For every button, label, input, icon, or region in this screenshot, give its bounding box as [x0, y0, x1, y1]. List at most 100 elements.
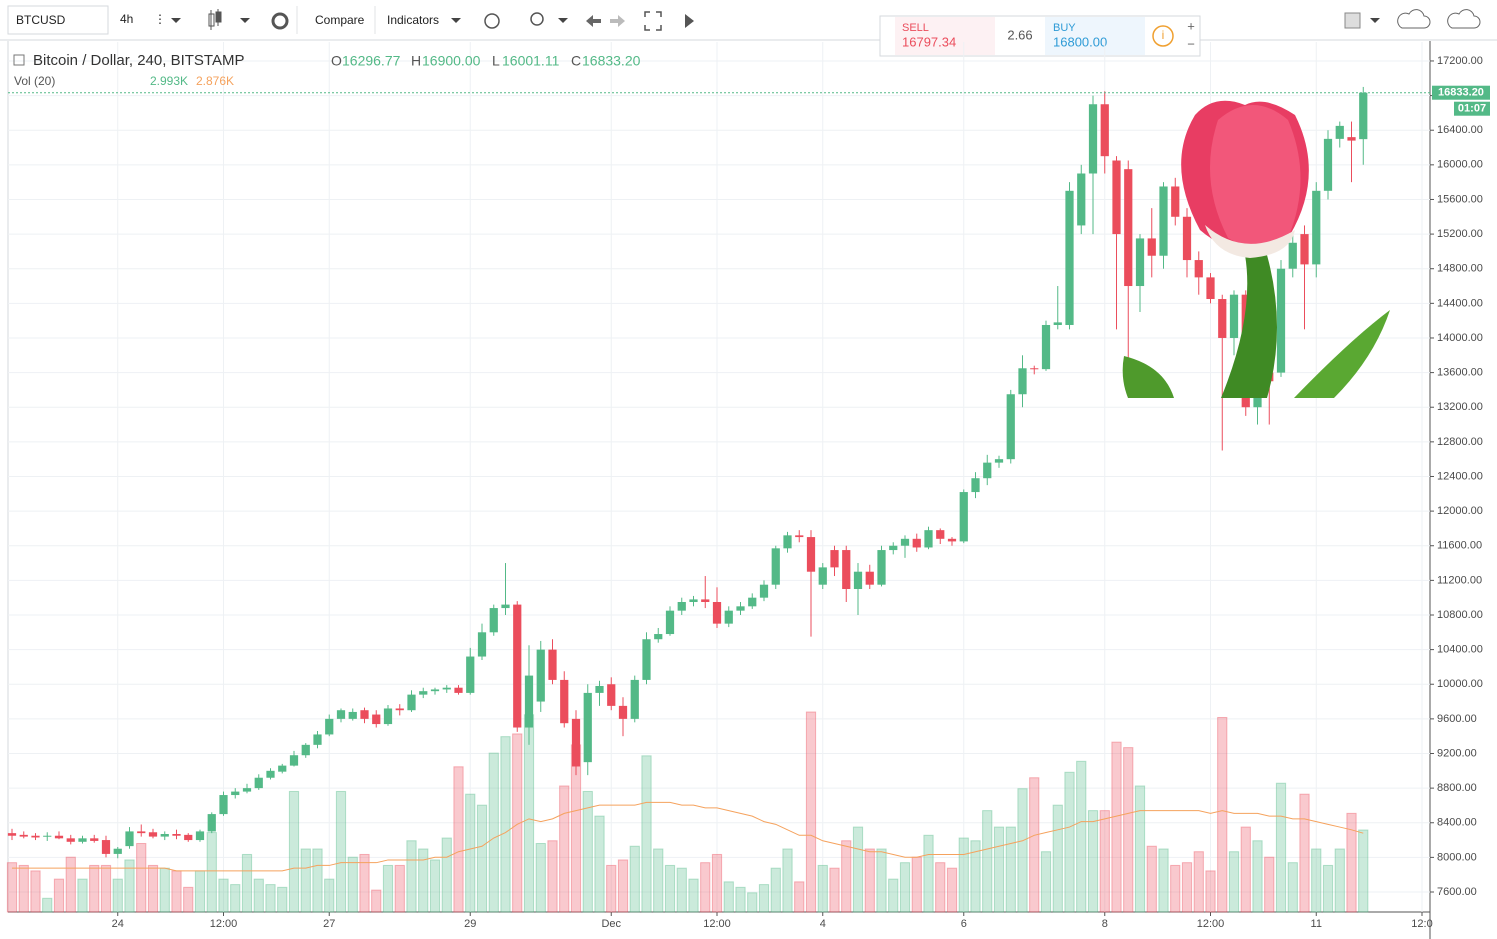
candle-body	[665, 610, 675, 635]
interval[interactable]: 4h	[120, 12, 133, 26]
candle-body	[1088, 104, 1098, 174]
minus[interactable]: −	[1187, 36, 1195, 51]
dropdown[interactable]	[240, 18, 250, 23]
volume-bar	[1334, 848, 1345, 913]
candle-body	[912, 538, 921, 548]
y-tick-label: 9200.00	[1437, 747, 1477, 759]
candle-body	[278, 765, 287, 772]
candle-body	[1112, 160, 1121, 235]
info-icon[interactable]	[1152, 25, 1174, 47]
volume-bar	[982, 810, 993, 913]
chart-style-icon[interactable]	[208, 9, 222, 30]
sell-price[interactable]: 16797.34	[902, 34, 956, 49]
buy-price[interactable]: 16800.00	[1053, 34, 1107, 49]
x-tick-label: 12:00	[210, 918, 238, 930]
menu-dots[interactable]: ⋮	[154, 12, 166, 26]
candle-body	[712, 602, 722, 624]
volume-bar	[1134, 785, 1146, 913]
indicators[interactable]: Indicators	[387, 13, 439, 27]
volume-bar	[136, 843, 147, 913]
x-tick-label: 24	[112, 918, 124, 930]
candle-body	[771, 548, 780, 585]
cloud-save[interactable]	[1447, 9, 1481, 29]
redo[interactable]	[610, 15, 625, 27]
buy-label[interactable]: BUY	[1053, 22, 1076, 34]
candle-body	[113, 848, 122, 854]
info-glyph[interactable]: i	[1162, 28, 1165, 42]
volume-bar	[641, 755, 652, 913]
volume-bar	[441, 837, 452, 913]
candle-body	[1018, 368, 1027, 395]
volume-bar	[1181, 862, 1193, 913]
candle-body	[383, 708, 393, 725]
candle-body	[701, 599, 710, 603]
y-tick-label: 10400.00	[1437, 644, 1483, 656]
candle-body	[1335, 125, 1344, 139]
dropdown[interactable]	[558, 18, 568, 23]
volume-bar	[512, 733, 523, 913]
volume-bar	[629, 845, 640, 913]
dropdown[interactable]	[171, 18, 181, 23]
candle-body	[959, 492, 968, 542]
candle-body	[195, 831, 205, 841]
candle-body	[654, 634, 663, 640]
volume-bar	[371, 889, 382, 913]
candle-body	[1147, 238, 1156, 256]
y-tick-label: 17200.00	[1437, 55, 1483, 67]
candle-body	[1194, 260, 1203, 278]
volume-bar	[1240, 826, 1251, 913]
candle-body	[842, 550, 851, 590]
candle-body	[560, 679, 569, 724]
replay[interactable]	[685, 14, 694, 28]
ohlc-value: 16900.00	[422, 53, 481, 69]
volume-bar	[735, 886, 746, 913]
candle-body	[630, 679, 639, 719]
plus[interactable]: +	[1187, 18, 1195, 33]
collapse-icon[interactable]	[13, 54, 25, 66]
y-tick-label: 12800.00	[1437, 436, 1483, 448]
candle-body	[924, 530, 933, 548]
volume-bar	[18, 864, 29, 913]
ohlc-value: 16296.77	[342, 53, 401, 69]
cloud-load[interactable]	[1397, 9, 1431, 29]
dropdown[interactable]	[1370, 18, 1380, 23]
sell-box[interactable]	[895, 17, 995, 55]
candle-body	[125, 831, 134, 847]
symbol-box[interactable]	[7, 5, 109, 35]
candle-body	[1300, 234, 1309, 265]
compare[interactable]: Compare	[315, 13, 365, 27]
y-tick-label: 14800.00	[1437, 263, 1483, 275]
candle-body	[477, 632, 487, 657]
volume-bar	[700, 862, 711, 913]
volume-bar	[1311, 848, 1322, 913]
dropdown[interactable]	[451, 18, 461, 23]
candle-body	[360, 710, 369, 719]
settings-icon[interactable]	[271, 12, 289, 30]
candle-body	[442, 687, 451, 690]
undo[interactable]	[586, 15, 601, 27]
candle-body	[231, 791, 240, 796]
volume-ma-line	[11, 801, 1364, 872]
alert-icon[interactable]	[484, 13, 500, 29]
candle-body	[548, 649, 557, 680]
candle-body	[724, 610, 733, 624]
y-tick-label: 8800.00	[1437, 782, 1477, 794]
y-tick-label: 14400.00	[1437, 297, 1483, 309]
candle-body	[1265, 372, 1274, 382]
symbol[interactable]: BTCUSD	[16, 13, 66, 27]
volume-bar	[147, 864, 159, 913]
volume-bar	[711, 853, 723, 913]
candle-body	[783, 535, 792, 549]
buy-box[interactable]	[1045, 17, 1145, 55]
candle-body	[971, 478, 980, 493]
sell-label[interactable]: SELL	[902, 22, 929, 34]
volume-bar	[324, 878, 335, 913]
volume-bar	[876, 848, 887, 913]
layout-icon[interactable]	[1344, 12, 1361, 29]
volume-bar	[970, 840, 981, 913]
candle-body	[1100, 104, 1109, 157]
ideas-icon[interactable]	[530, 12, 544, 26]
fullscreen-icon[interactable]	[644, 11, 662, 31]
candle-body	[1041, 324, 1051, 370]
